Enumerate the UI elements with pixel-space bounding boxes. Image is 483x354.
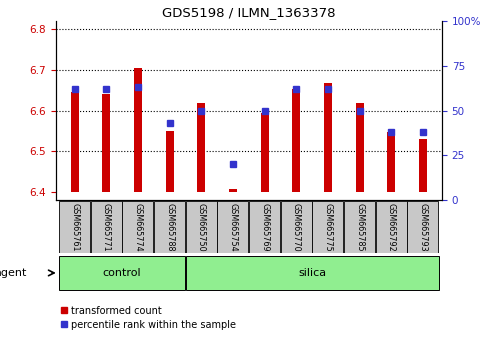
- Text: GSM665785: GSM665785: [355, 202, 364, 251]
- FancyBboxPatch shape: [408, 201, 439, 253]
- Text: agent: agent: [0, 268, 27, 278]
- Bar: [261, 113, 269, 192]
- Bar: [229, 189, 237, 192]
- Text: silica: silica: [298, 268, 327, 278]
- FancyBboxPatch shape: [249, 201, 280, 253]
- Text: GSM665774: GSM665774: [133, 202, 142, 251]
- Text: GSM665793: GSM665793: [418, 202, 427, 251]
- FancyBboxPatch shape: [281, 201, 312, 253]
- FancyBboxPatch shape: [59, 256, 185, 290]
- Text: GSM665754: GSM665754: [228, 202, 238, 251]
- Bar: [324, 83, 332, 192]
- Bar: [387, 132, 395, 192]
- Legend: transformed count, percentile rank within the sample: transformed count, percentile rank withi…: [60, 306, 236, 330]
- FancyBboxPatch shape: [91, 201, 122, 253]
- FancyBboxPatch shape: [313, 201, 343, 253]
- FancyBboxPatch shape: [186, 201, 217, 253]
- Text: GSM665769: GSM665769: [260, 202, 269, 251]
- FancyBboxPatch shape: [376, 201, 407, 253]
- FancyBboxPatch shape: [186, 256, 439, 290]
- Text: GSM665761: GSM665761: [70, 202, 79, 251]
- Bar: [355, 103, 364, 192]
- Bar: [71, 92, 79, 192]
- Text: control: control: [103, 268, 142, 278]
- Text: GSM665775: GSM665775: [324, 202, 332, 251]
- Title: GDS5198 / ILMN_1363378: GDS5198 / ILMN_1363378: [162, 6, 336, 19]
- FancyBboxPatch shape: [59, 201, 90, 253]
- Text: GSM665792: GSM665792: [387, 202, 396, 251]
- FancyBboxPatch shape: [154, 201, 185, 253]
- Text: GSM665771: GSM665771: [102, 202, 111, 251]
- Text: GSM665750: GSM665750: [197, 202, 206, 251]
- Text: GSM665770: GSM665770: [292, 202, 301, 251]
- Bar: [419, 139, 427, 192]
- Bar: [197, 103, 205, 192]
- Bar: [292, 89, 300, 192]
- FancyBboxPatch shape: [344, 201, 375, 253]
- FancyBboxPatch shape: [217, 201, 248, 253]
- Bar: [134, 68, 142, 192]
- Bar: [102, 93, 110, 192]
- Text: GSM665788: GSM665788: [165, 202, 174, 251]
- Bar: [166, 131, 173, 192]
- FancyBboxPatch shape: [122, 201, 154, 253]
